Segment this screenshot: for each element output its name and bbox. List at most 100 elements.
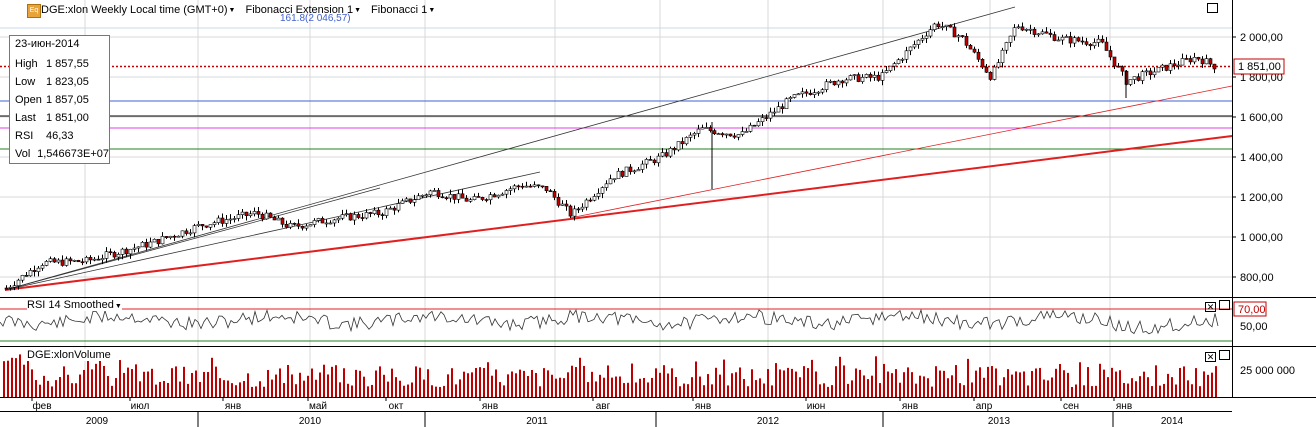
volume-bar (979, 367, 981, 397)
year-label: 2009 (86, 416, 109, 427)
volume-bar (683, 383, 685, 397)
price-tick-label: 1 200,00 (1240, 192, 1283, 204)
candle-down (292, 223, 297, 225)
volume-bar (1175, 384, 1177, 397)
volume-bar (15, 358, 17, 397)
volume-bar (407, 384, 409, 397)
maximize-icon[interactable] (1207, 3, 1218, 13)
candle-up (196, 224, 201, 226)
candle-up (412, 199, 417, 203)
candle-down (476, 196, 481, 198)
close-icon[interactable]: ✕ (1205, 352, 1216, 362)
close-icon[interactable]: ✕ (1205, 302, 1216, 312)
candle-down (712, 130, 717, 135)
volume-bar (155, 384, 157, 397)
candle-up (796, 93, 801, 96)
volume-bar (1059, 363, 1061, 397)
candle-up (736, 134, 741, 138)
volume-bar (839, 356, 841, 397)
candle-up (448, 194, 453, 199)
candle-up (120, 248, 125, 255)
candle-down (1020, 26, 1025, 31)
candle-up (496, 194, 501, 198)
candle-up (616, 170, 621, 180)
candle-down (764, 117, 769, 119)
volume-bar (783, 370, 785, 397)
volume-bar (931, 386, 933, 397)
volume-bar (775, 363, 777, 397)
volume-bar (19, 354, 21, 397)
equity-icon[interactable]: Eq (27, 4, 41, 18)
candle-up (308, 224, 313, 227)
volume-bar (347, 383, 349, 397)
volume-bar (119, 360, 121, 397)
candle-down (516, 185, 521, 188)
volume-bar (507, 374, 509, 397)
candle-down (1136, 76, 1141, 81)
candle-down (96, 258, 101, 261)
candle-up (132, 247, 137, 250)
candle-up (224, 219, 229, 224)
candle-down (144, 242, 149, 248)
candle-up (584, 199, 589, 208)
volume-bar (1215, 366, 1217, 397)
volume-bar (1011, 374, 1013, 397)
volume-bar (79, 374, 81, 397)
volume-bar (451, 368, 453, 397)
candle-up (772, 111, 777, 114)
volume-bar (471, 372, 473, 397)
candle-up (84, 257, 89, 263)
rsi-tick-label: 50,00 (1240, 321, 1268, 333)
candle-down (392, 207, 397, 211)
volume-bar (1083, 385, 1085, 397)
volume-bar (219, 378, 221, 397)
volume-bar (415, 366, 417, 397)
candle-up (232, 218, 237, 220)
candle-up (776, 106, 781, 113)
candle-up (792, 94, 797, 98)
candle-up (1028, 28, 1033, 31)
candle-down (484, 199, 489, 201)
indicator-fibonacci[interactable]: Fibonacci 1 ▼ (371, 4, 436, 16)
candle-down (164, 236, 169, 238)
volume-bar (1127, 383, 1129, 397)
candle-up (56, 259, 61, 263)
candle-up (20, 275, 25, 281)
candle-up (844, 79, 849, 84)
volume-bar (675, 376, 677, 397)
candle-up (1016, 26, 1021, 29)
candle-down (564, 203, 569, 207)
candle-down (984, 66, 989, 73)
candle-up (432, 190, 437, 192)
volume-bar (279, 368, 281, 397)
candle-up (48, 258, 53, 262)
volume-bar (607, 365, 609, 397)
volume-bar (431, 385, 433, 397)
volume-bar (343, 368, 345, 397)
candle-down (968, 45, 973, 50)
maximize-icon[interactable] (1219, 350, 1230, 360)
volume-bar (299, 372, 301, 397)
maximize-icon[interactable] (1219, 300, 1230, 310)
year-label: 2014 (1161, 416, 1184, 427)
candle-down (356, 214, 361, 218)
candle-up (632, 170, 637, 173)
volume-bar (271, 379, 273, 397)
candle-up (1000, 49, 1005, 63)
candle-up (592, 196, 597, 201)
candle-up (92, 258, 97, 261)
candle-up (888, 65, 893, 71)
candle-down (200, 224, 205, 227)
volume-pane-buttons: ✕ (1202, 350, 1230, 363)
candle-up (372, 209, 377, 214)
rsi-pane-title[interactable]: RSI 14 Smoothed▼ (27, 299, 122, 311)
candle-up (160, 236, 165, 245)
indicator-fib-extension[interactable]: Fibonacci Extension 1 ▼ (245, 4, 362, 16)
volume-bar (719, 374, 721, 397)
volume-bar (671, 368, 673, 397)
symbol-title[interactable]: DGE:xlon Weekly Local time (GMT+0) ▼ (41, 4, 236, 16)
volume-bar (599, 374, 601, 397)
volume-bar (879, 383, 881, 397)
volume-bar (427, 369, 429, 397)
